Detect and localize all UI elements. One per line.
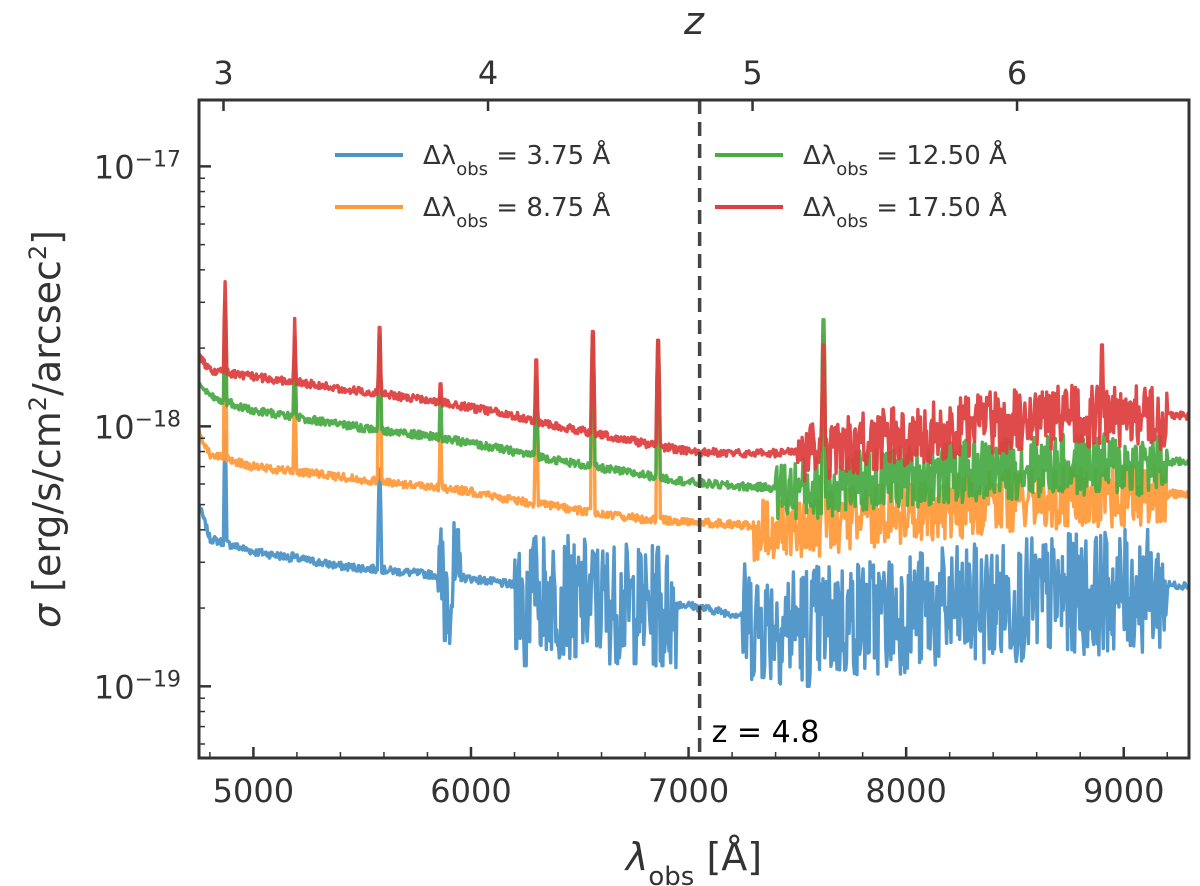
x-tick-label: 6000 — [430, 772, 511, 810]
legend-label-value: = 3.75 Å — [488, 139, 610, 171]
y-tick-exponent: −19 — [135, 667, 181, 692]
legend: Δλobs = 3.75 Å Δλobs = 8.75 Å Δλobs = 12… — [335, 139, 1007, 232]
series-line-4 — [197, 280, 1191, 483]
series-line-2 — [197, 325, 1191, 562]
legend-label-sub: obs — [836, 159, 868, 180]
x-axis-title: λobs [Å] — [624, 835, 762, 886]
legend-label-sub: obs — [456, 159, 488, 180]
legend-label-main: Δλ — [423, 193, 456, 223]
x-tick-label: 5000 — [213, 772, 294, 810]
legend-label-series-3: Δλobs = 12.50 Å — [803, 139, 1007, 180]
series-layer — [197, 280, 1191, 688]
y-tick-label: 10−18 — [94, 407, 181, 447]
legend-label-sub: obs — [836, 211, 868, 232]
y-axis-title: σ [erg/s/cm2/arcsec2] — [24, 230, 69, 628]
top-tick-label: 6 — [1007, 54, 1027, 92]
y-tick-exponent: −17 — [135, 147, 181, 172]
legend-label-value: = 12.50 Å — [868, 139, 1007, 171]
y-tick-label: 10−19 — [94, 667, 181, 707]
series-line-1 — [197, 430, 1191, 688]
top-tick-label: 4 — [478, 54, 498, 92]
plot-frame — [197, 98, 1191, 760]
legend-label-series-2: Δλobs = 8.75 Å — [423, 191, 610, 232]
y-tick-exponent: −18 — [135, 407, 181, 432]
x-tick-label: 8000 — [865, 772, 946, 810]
x-tick-label: 9000 — [1083, 772, 1164, 810]
top-axis-title: z — [683, 0, 705, 43]
y-tick-base: 10 — [94, 668, 135, 706]
legend-label-series-1: Δλobs = 3.75 Å — [423, 139, 610, 180]
legend-label-main: Δλ — [803, 141, 836, 171]
legend-label-main: Δλ — [803, 193, 836, 223]
legend-label-main: Δλ — [423, 141, 456, 171]
top-tick-label: 3 — [213, 54, 233, 92]
legend-label-value: = 17.50 Å — [868, 191, 1007, 223]
y-tick-base: 10 — [94, 408, 135, 446]
legend-label-series-4: Δλobs = 17.50 Å — [803, 191, 1007, 232]
series-line-3 — [197, 300, 1191, 521]
legend-label-value: = 8.75 Å — [488, 191, 610, 223]
x-tick-label: 7000 — [648, 772, 729, 810]
legend-label-sub: obs — [456, 211, 488, 232]
top-tick-label: 5 — [742, 54, 762, 92]
y-tick-label: 10−17 — [94, 147, 181, 187]
y-tick-base: 10 — [94, 148, 135, 186]
z-annotation: z = 4.8 — [712, 715, 820, 750]
